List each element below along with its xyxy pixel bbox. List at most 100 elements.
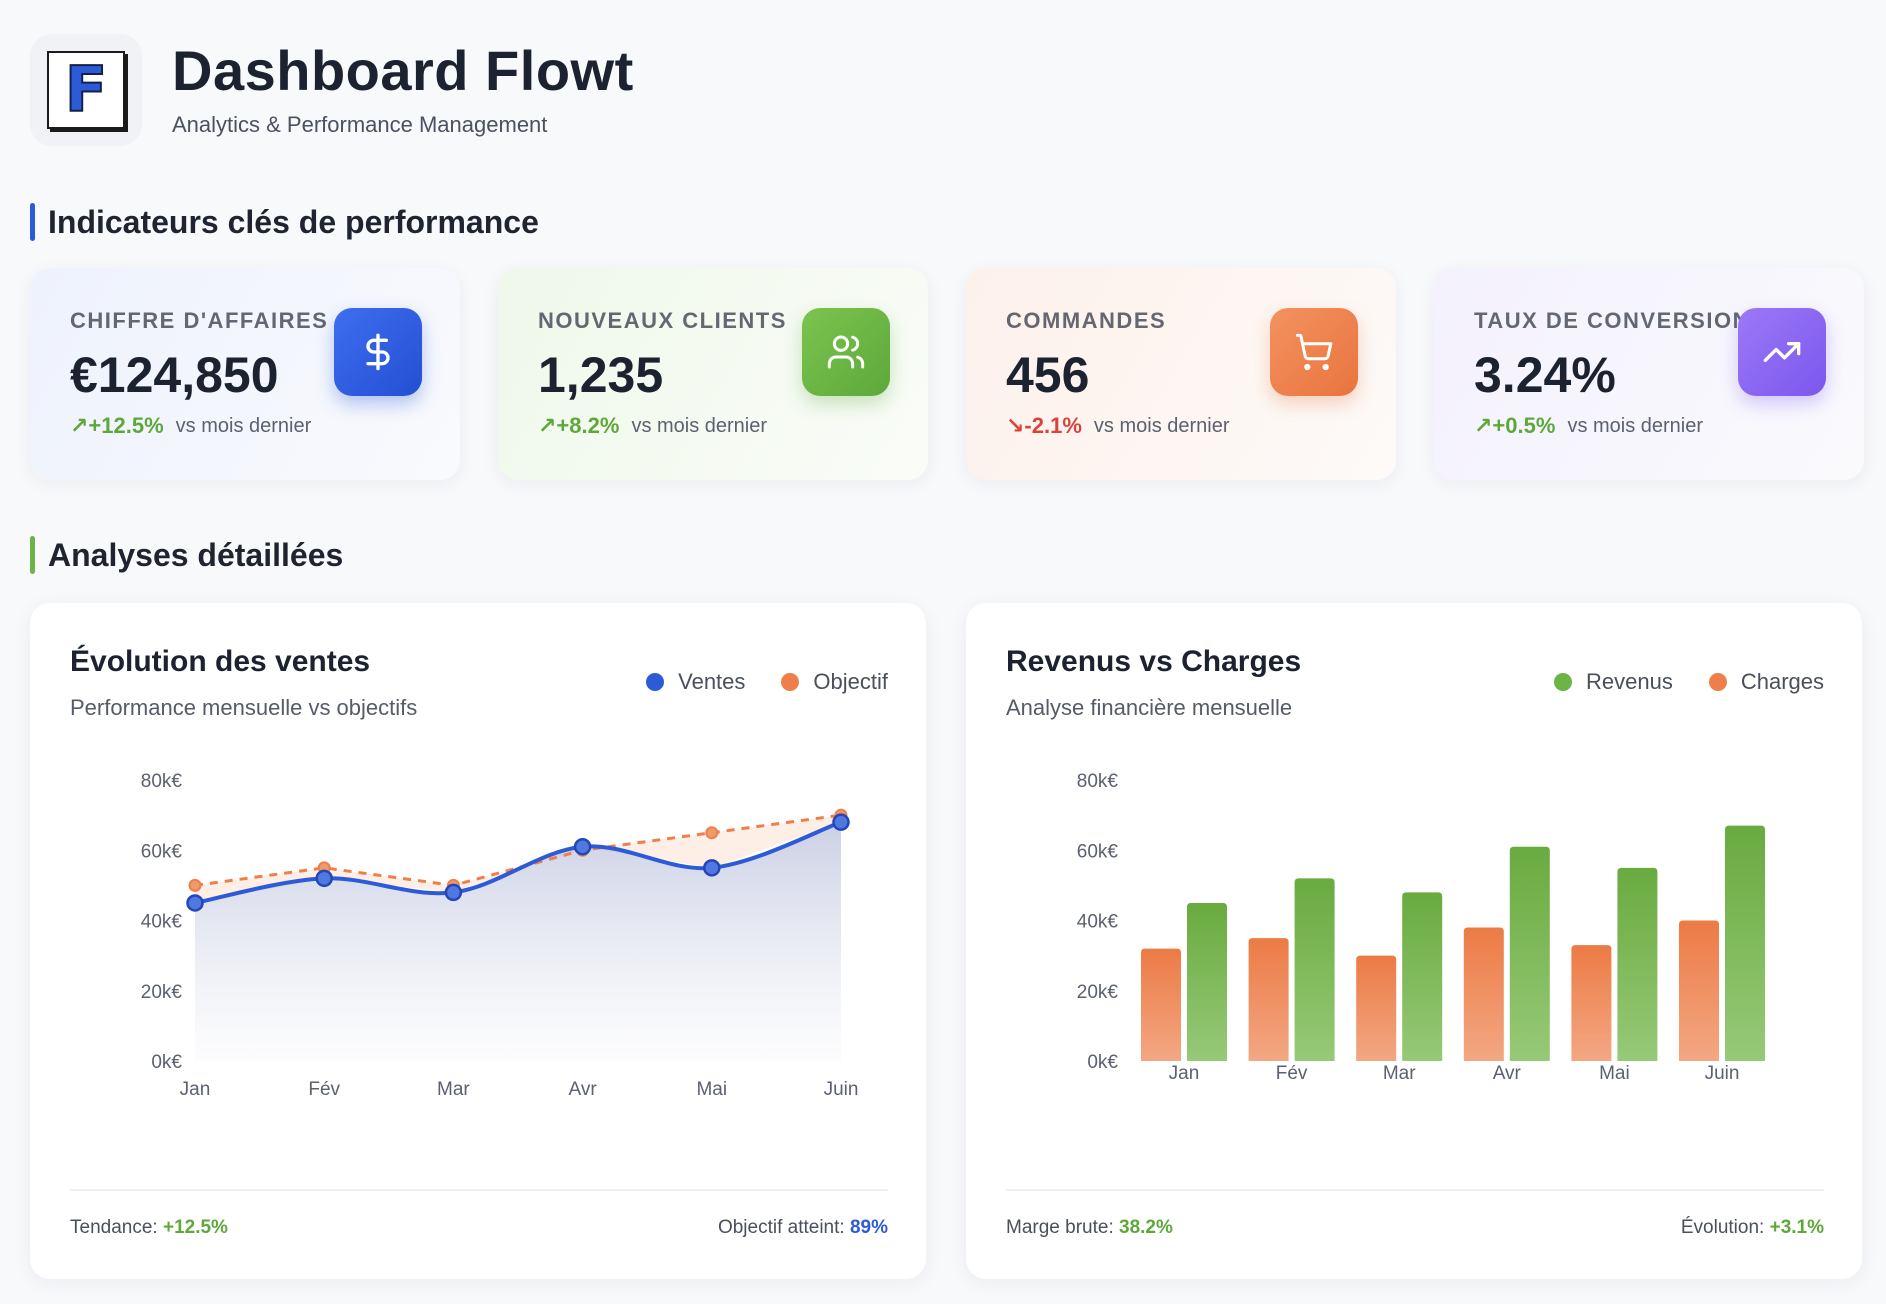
sales-line-chart: 0k€ 20k€ 40k€ 60k€ 80k€ Jan Fév Mar Avr Mai Juin (141, 771, 859, 1100)
kpi-label: NOUVEAUX CLIENTS (538, 308, 787, 333)
objective-value: 89% (849, 1217, 888, 1238)
kpi-card-new-clients[interactable]: NOUVEAUX CLIENTS 1,235 ↗+8.2% vs mois de… (498, 268, 928, 480)
kpi-label: COMMANDES (1006, 308, 1167, 333)
kpi-value: 1,235 (538, 347, 664, 403)
logo-container: F (30, 34, 142, 146)
kpi-card-revenue[interactable]: CHIFFRE D'AFFAIRES €124,850 ↗+12.5% vs m… (30, 268, 460, 480)
bar-revenus (1725, 825, 1765, 1061)
y-tick-label: 60k€ (141, 841, 183, 862)
footer-label: Objectif atteint: (717, 1217, 845, 1238)
footer-label: Marge brute: (1006, 1217, 1114, 1238)
footer-label: Évolution: (1680, 1217, 1765, 1238)
point-ventes (832, 813, 850, 831)
bar-revenus (1294, 878, 1335, 1061)
y-tick-label: 40k€ (141, 912, 183, 933)
kpi-trend-text: vs mois dernier (1567, 414, 1704, 437)
point-ventes (444, 883, 463, 902)
legend-dot (1708, 673, 1727, 691)
finance-bar-chart: 0k€ 20k€ 40k€ 60k€ 80k€ Jan Fév Mar Avr Mai Juin (1077, 771, 1765, 1084)
series-line-objectif (194, 813, 842, 887)
legend-label: Objectif (813, 669, 888, 694)
legend-item-ventes[interactable]: Ventes (646, 669, 745, 695)
kpi-trend-text: vs mois dernier (1093, 414, 1230, 437)
y-tick-label: 40k€ (1077, 912, 1119, 933)
dollar-icon (334, 308, 422, 396)
x-tick-label: Juin (1705, 1063, 1740, 1084)
kpi-label: TAUX DE CONVERSION (1474, 308, 1750, 333)
cart-icon (1270, 308, 1358, 396)
evolution-value: +3.1% (1769, 1217, 1824, 1238)
y-tick-label: 80k€ (1077, 771, 1119, 792)
kpi-trend: ↗+12.5% (70, 413, 164, 438)
y-tick-label: 60k€ (1077, 841, 1119, 862)
chart-legend: Revenus Charges (1518, 669, 1824, 695)
bar-charges (1356, 955, 1397, 1061)
series-line-ventes (194, 820, 842, 905)
x-tick-label: Fév (1276, 1063, 1308, 1084)
sales-chart-card: Évolution des ventes Performance mensuel… (30, 603, 926, 1279)
chart-footer: Marge brute: 38.2% Évolution: +3.1% (1006, 1189, 1824, 1239)
chart-title: Revenus vs Charges (1006, 645, 1302, 678)
bar-revenus (1617, 867, 1658, 1061)
bar-revenus (1509, 846, 1550, 1061)
section-title-analysis: Analyses détaillées (30, 536, 343, 574)
kpi-trend-text: vs mois dernier (631, 414, 768, 437)
kpi-trend: ↗+0.5% (1474, 413, 1556, 438)
kpi-trend: ↘-2.1% (1006, 413, 1082, 438)
x-tick-label: Juin (824, 1079, 859, 1100)
header: F Dashboard Flowt Analytics & Performanc… (30, 34, 634, 146)
y-tick-label: 20k€ (1077, 982, 1119, 1003)
x-tick-label: Avr (569, 1079, 598, 1100)
kpi-card-orders[interactable]: COMMANDES 456 ↘-2.1% vs mois dernier (966, 268, 1396, 480)
bar-charges (1141, 948, 1181, 1061)
chart-subtitle: Performance mensuelle vs objectifs (70, 695, 418, 720)
bar-charges (1248, 938, 1289, 1061)
footer-label: Tendance: (70, 1217, 158, 1238)
y-tick-label: 80k€ (141, 771, 183, 792)
kpi-value: €124,850 (70, 347, 279, 403)
legend-item-revenus[interactable]: Revenus (1554, 669, 1673, 695)
page-title: Dashboard Flowt (172, 38, 634, 102)
legend-label: Revenus (1586, 669, 1673, 694)
chart-footer: Tendance: +12.5% Objectif atteint: 89% (70, 1189, 888, 1239)
bar-charges (1571, 945, 1612, 1061)
chart-title: Évolution des ventes (70, 645, 371, 678)
y-tick-label: 20k€ (141, 982, 183, 1003)
point-ventes (186, 894, 204, 912)
trending-up-icon (1738, 308, 1826, 396)
point-ventes (315, 869, 333, 888)
point-objectif (705, 826, 719, 840)
x-tick-label: Avr (1493, 1063, 1522, 1084)
kpi-label: CHIFFRE D'AFFAIRES (70, 308, 329, 333)
x-tick-label: Mai (696, 1079, 727, 1100)
legend-dot (781, 673, 800, 691)
y-tick-label: 0k€ (1087, 1052, 1118, 1073)
finance-chart-card: Revenus vs Charges Analyse financière me… (966, 603, 1862, 1279)
x-tick-label: Jan (1169, 1063, 1200, 1084)
page-subtitle: Analytics & Performance Management (172, 112, 548, 138)
users-icon (802, 308, 890, 396)
section-title-kpi: Indicateurs clés de performance (30, 203, 539, 241)
y-tick-label: 0k€ (151, 1052, 182, 1073)
legend-label: Ventes (678, 669, 746, 694)
bar-charges (1463, 927, 1504, 1061)
chart-legend: Ventes Objectif (610, 669, 888, 695)
x-tick-label: Jan (180, 1079, 211, 1100)
kpi-trend-text: vs mois dernier (175, 414, 312, 437)
point-objectif (188, 878, 202, 892)
chart-subtitle: Analyse financière mensuelle (1006, 695, 1293, 720)
bar-revenus (1187, 902, 1227, 1061)
kpi-value: 3.24% (1474, 347, 1616, 403)
x-tick-label: Mar (1383, 1063, 1416, 1084)
kpi-value: 456 (1006, 347, 1090, 403)
logo: F (47, 51, 125, 129)
kpi-card-conversion[interactable]: TAUX DE CONVERSION 3.24% ↗+0.5% vs mois … (1434, 268, 1864, 480)
legend-dot (646, 673, 665, 691)
sales-area (195, 822, 841, 1061)
legend-item-objectif[interactable]: Objectif (781, 669, 888, 695)
bar-revenus (1402, 892, 1443, 1061)
x-tick-label: Mar (437, 1079, 470, 1100)
point-ventes (703, 859, 721, 877)
kpi-trend: ↗+8.2% (538, 413, 620, 438)
legend-item-charges[interactable]: Charges (1708, 669, 1824, 695)
